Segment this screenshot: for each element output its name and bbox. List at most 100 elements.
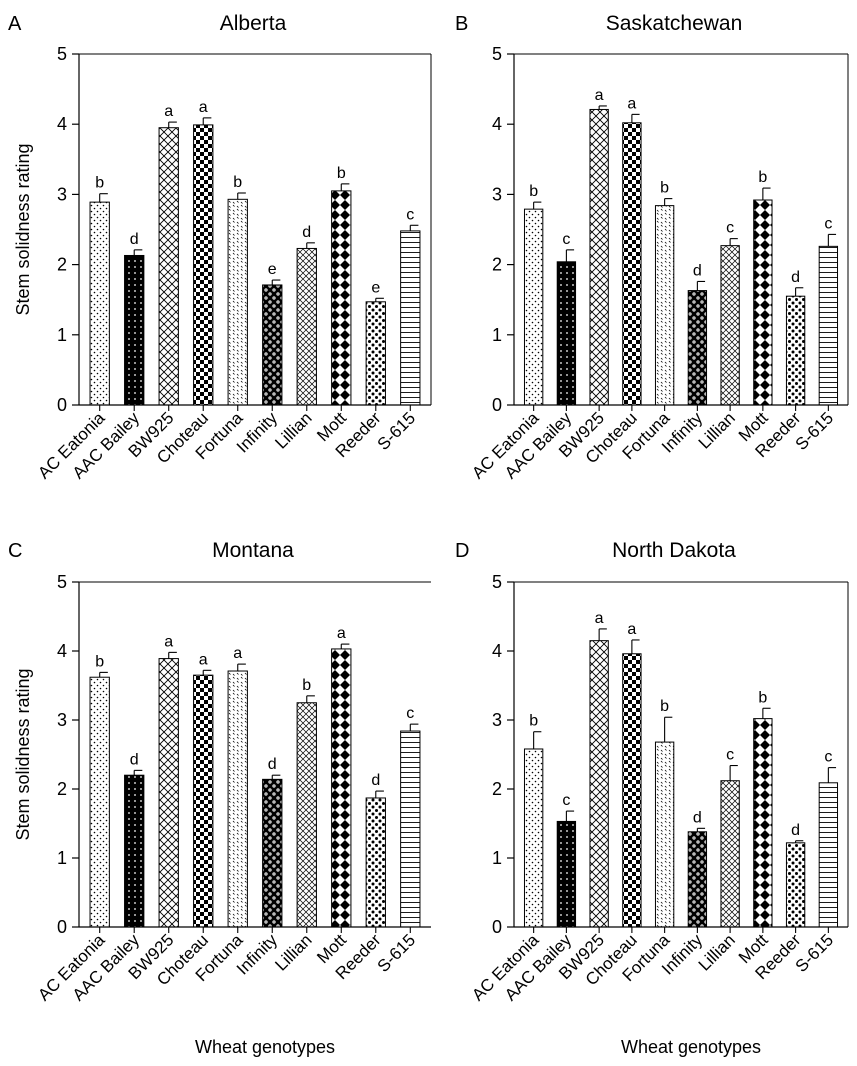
panel-title: Saskatchewan [606,12,743,35]
bar [400,730,421,928]
bar [227,670,248,928]
significance-letter: d [791,269,800,286]
y-tick-label: 2 [492,779,502,799]
y-tick-label: 1 [57,325,67,345]
significance-letter: d [371,772,380,789]
significance-letter: b [529,183,538,200]
significance-letter: c [562,231,570,248]
significance-letter: c [406,206,414,223]
bar [158,658,179,928]
significance-letter: b [337,165,346,182]
bar [365,301,386,406]
x-axis-title: Wheat genotypes [621,1037,761,1057]
bar [89,676,110,928]
bar [785,842,806,928]
panel-title: Montana [212,539,294,562]
significance-letter: b [660,180,669,197]
y-tick-label: 4 [57,641,67,661]
category-label: S-615 [374,930,420,976]
y-tick-label: 4 [492,641,502,661]
category-label: S-615 [792,408,838,454]
bar [296,247,317,406]
y-tick-label: 3 [57,184,67,204]
bar [89,201,110,406]
significance-letter: a [627,95,636,112]
significance-letter: a [164,633,173,650]
y-axis-title: Stem solidness rating [13,143,33,315]
y-tick-label: 4 [492,114,502,134]
bar [753,718,773,928]
significance-letter: c [726,747,734,764]
y-tick-label: 2 [57,255,67,275]
bar [227,198,248,406]
bar [654,741,675,928]
significance-letter: b [302,677,311,694]
significance-letter: c [562,792,570,809]
bar [124,254,145,406]
category-label: S-615 [374,408,420,454]
category-label: Infinity [233,408,282,457]
significance-letter: d [130,751,139,768]
significance-letter: a [164,103,173,120]
bar [818,245,839,406]
y-tick-label: 3 [492,710,502,730]
significance-letter: d [693,262,702,279]
y-tick-label: 1 [492,848,502,868]
bar [556,261,577,406]
bar [687,831,708,928]
significance-letter: b [95,175,104,192]
panel-letter: A [8,13,22,35]
bar [687,290,708,406]
bar [720,245,740,406]
significance-letter: e [371,279,380,296]
significance-letter: d [130,231,139,248]
bar [622,122,642,406]
significance-letter: d [302,224,311,241]
y-tick-label: 5 [492,572,502,592]
y-tick-label: 0 [57,917,67,937]
significance-letter: d [693,809,702,826]
significance-letter: d [791,822,800,839]
bar [654,205,675,406]
significance-letter: a [199,651,208,668]
category-label: Lillian [271,930,315,974]
significance-letter: a [595,87,604,104]
bar [331,190,352,406]
y-tick-label: 0 [492,917,502,937]
significance-letter: c [824,215,832,232]
y-tick-label: 3 [492,184,502,204]
bar [124,774,145,928]
significance-letter: b [95,653,104,670]
y-tick-label: 1 [492,325,502,345]
significance-letter: b [660,698,669,715]
panel-title: Alberta [220,12,287,35]
bar [262,778,283,928]
y-tick-label: 5 [57,44,67,64]
y-tick-label: 0 [57,395,67,415]
significance-letter: e [268,261,277,278]
y-tick-label: 2 [492,255,502,275]
significance-letter: a [233,645,242,662]
panel-letter: B [455,13,468,35]
bar [556,820,577,928]
y-tick-label: 5 [57,572,67,592]
category-label: Lillian [695,408,739,452]
category-label: S-615 [792,930,838,976]
bar [193,674,214,928]
x-axis-title: Wheat genotypes [195,1037,335,1057]
significance-letter: c [824,749,832,766]
y-axis-title: Stem solidness rating [13,668,33,840]
bar [523,748,544,928]
bar [365,797,386,928]
bar [296,702,317,928]
bar [158,127,179,406]
y-tick-label: 5 [492,44,502,64]
significance-letter: c [406,705,414,722]
bar [523,208,544,406]
category-label: Lillian [695,930,739,974]
bar [589,640,609,928]
